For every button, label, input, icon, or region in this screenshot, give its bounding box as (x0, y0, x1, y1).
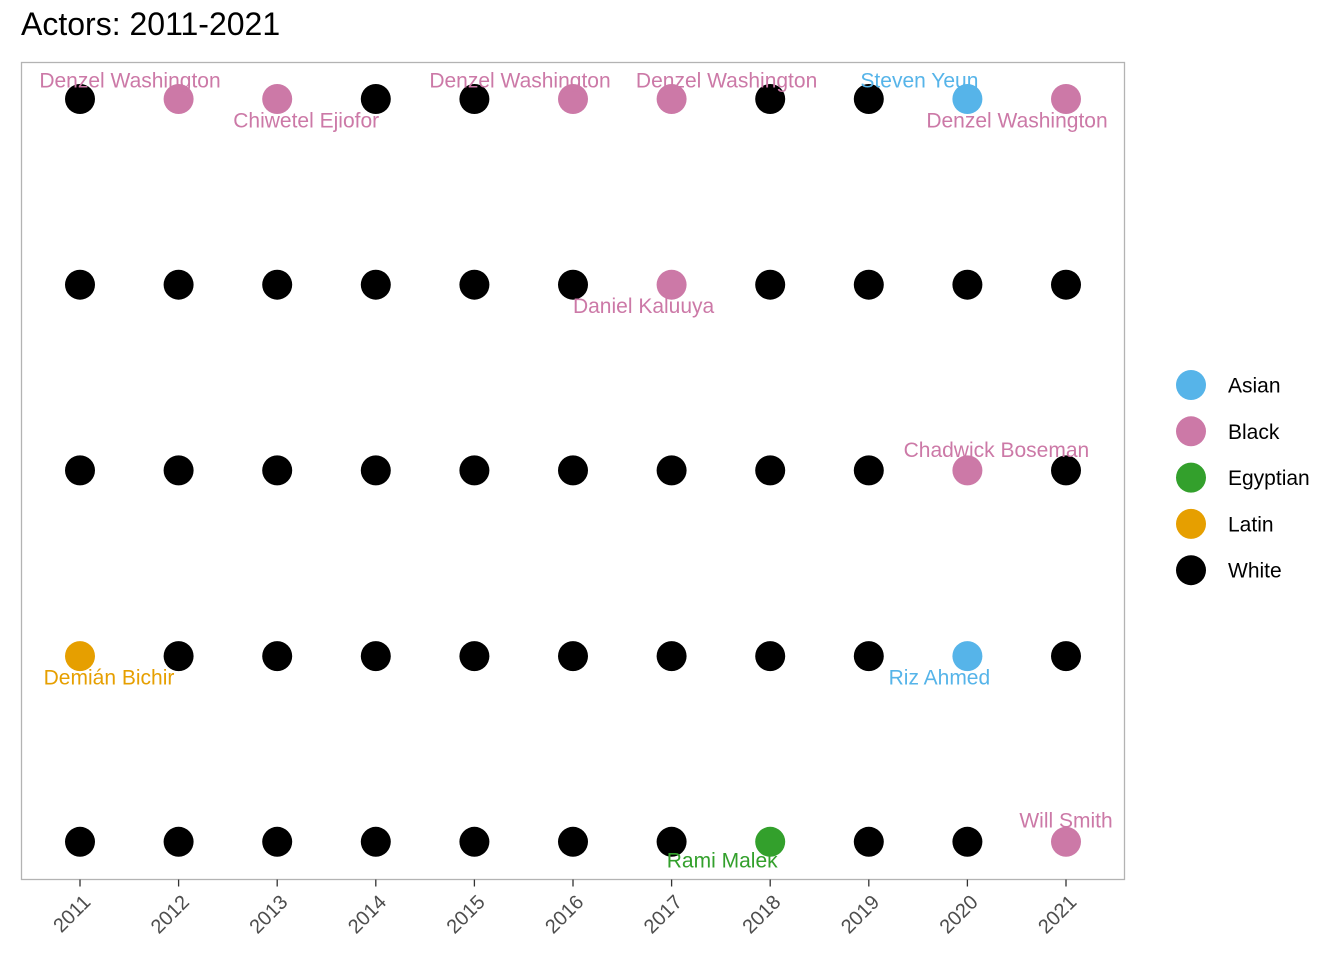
point-2015-row4 (459, 641, 490, 672)
point-2012-row3 (163, 455, 194, 486)
point-label: Chadwick Boseman (904, 439, 1090, 462)
legend-key-asian (1176, 370, 1206, 400)
point-2017-row3 (656, 455, 687, 486)
point-2012-row2 (163, 269, 194, 300)
point-label: Chiwetel Ejiofor (233, 110, 379, 133)
point-2018-row1 (755, 84, 786, 114)
point-label: Will Smith (1019, 809, 1112, 832)
point-2012-row1 (163, 84, 194, 114)
point-2015-row5 (459, 826, 490, 857)
legend-label: Asian (1228, 375, 1281, 398)
legend-key-white (1176, 555, 1206, 586)
legend-key-latin (1176, 508, 1206, 539)
x-tick-label: 2013 (245, 891, 292, 938)
legend-key-black (1176, 416, 1206, 447)
point-2011-row1 (65, 84, 95, 114)
x-tick-label: 2019 (837, 891, 884, 938)
legend-label: Black (1228, 421, 1280, 444)
point-2013-row5 (262, 826, 293, 857)
legend-label: Latin (1228, 513, 1274, 536)
point-2019-row2 (853, 269, 884, 300)
point-2020-row2 (952, 269, 983, 300)
point-2020-row5 (952, 826, 983, 857)
point-label: Denzel Washington (429, 70, 610, 93)
point-2015-row1 (459, 84, 490, 114)
point-2020-row1 (952, 84, 983, 114)
point-2016-row5 (558, 826, 588, 857)
point-2017-row4 (656, 641, 687, 672)
point-2016-row2 (558, 269, 588, 300)
point-2020-row4 (952, 641, 983, 672)
point-2021-row5 (1051, 826, 1081, 857)
point-label: Riz Ahmed (889, 667, 991, 690)
point-2017-row2 (656, 269, 687, 300)
point-2013-row3 (262, 455, 293, 486)
point-2018-row4 (755, 641, 786, 672)
legend-label: Egyptian (1228, 467, 1310, 490)
point-2014-row4 (360, 641, 391, 672)
point-label: Denzel Washington (636, 70, 817, 93)
x-tick-label: 2017 (640, 891, 687, 938)
point-2021-row4 (1051, 641, 1081, 672)
point-2018-row2 (755, 269, 786, 300)
point-2018-row3 (755, 455, 786, 486)
point-2016-row3 (558, 455, 588, 486)
point-2016-row4 (558, 641, 588, 672)
point-2019-row1 (853, 84, 884, 114)
point-2015-row2 (459, 269, 490, 300)
x-tick-label: 2014 (344, 891, 391, 938)
point-2012-row5 (163, 826, 194, 857)
x-tick-label: 2021 (1034, 891, 1081, 938)
point-label: Denzel Washington (39, 70, 220, 93)
point-2014-row5 (360, 826, 391, 857)
point-2017-row1 (656, 84, 687, 114)
point-2019-row4 (853, 641, 884, 672)
point-2014-row1 (360, 84, 391, 114)
point-2013-row2 (262, 269, 293, 300)
point-2016-row1 (558, 84, 588, 114)
point-2019-row3 (853, 455, 884, 486)
point-2013-row4 (262, 641, 293, 672)
point-2011-row2 (65, 269, 95, 300)
point-2013-row1 (262, 84, 293, 114)
point-2011-row3 (65, 455, 95, 486)
point-2011-row4 (65, 641, 95, 672)
point-2012-row4 (163, 641, 194, 672)
point-label: Denzel Washington (926, 110, 1107, 133)
x-tick-label: 2011 (49, 891, 95, 937)
chart-title: Actors: 2011-2021 (21, 6, 281, 42)
point-2011-row5 (65, 826, 95, 857)
point-2017-row5 (656, 826, 687, 857)
point-label: Rami Malek (667, 849, 778, 872)
legend-key-egyptian (1176, 462, 1206, 493)
point-label: Demián Bichir (44, 667, 175, 690)
point-2014-row3 (360, 455, 391, 486)
x-tick-label: 2016 (541, 891, 588, 938)
point-2014-row2 (360, 269, 391, 300)
point-label: Daniel Kaluuya (573, 295, 715, 318)
point-2019-row5 (853, 826, 884, 857)
x-tick-label: 2020 (936, 891, 983, 938)
x-tick-label: 2018 (738, 891, 785, 938)
legend-label: White (1228, 560, 1282, 583)
x-tick-label: 2012 (147, 891, 194, 938)
point-2021-row3 (1051, 455, 1081, 486)
point-2015-row3 (459, 455, 490, 486)
point-2018-row5 (755, 826, 786, 857)
x-tick-label: 2015 (443, 891, 490, 938)
point-2021-row2 (1051, 269, 1081, 300)
point-2021-row1 (1051, 84, 1081, 114)
point-label: Steven Yeun (860, 70, 978, 93)
point-2020-row3 (952, 455, 983, 486)
